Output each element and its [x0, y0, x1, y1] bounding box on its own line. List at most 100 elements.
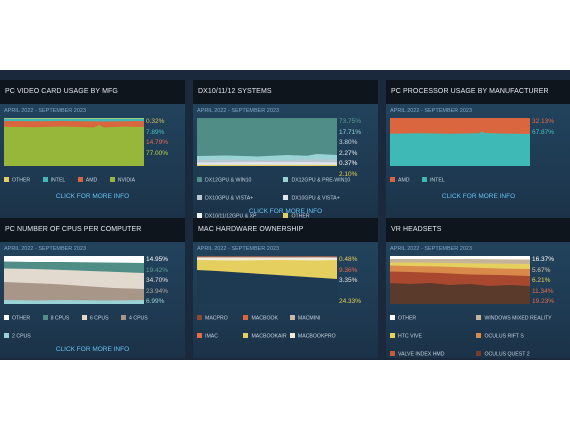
area-chart-dx[interactable] — [197, 118, 337, 166]
area-chart-cpu-count[interactable] — [4, 256, 144, 304]
panel-cpus-per-computer: PC NUMBER OF CPUS PER COMPUTER APRIL 202… — [0, 218, 185, 358]
area-chart-vr[interactable] — [390, 256, 530, 304]
area-dx-other — [197, 164, 337, 166]
panel-body: APRIL 2022 - SEPTEMBER 2023 16.37% 5.67%… — [386, 242, 570, 358]
value-windows-mixed-reality: 5.67% — [532, 266, 551, 274]
value-list: 32.13% 67.87% — [532, 117, 570, 138]
legend-item: INTEL — [421, 176, 445, 185]
panel-title: PC VIDEO CARD USAGE BY MFG — [0, 80, 185, 104]
panel-title: PC NUMBER OF CPUS PER COMPUTER — [0, 218, 185, 242]
legend-label: NVIDIA — [117, 177, 136, 183]
legend-label: MACBOOK — [251, 315, 278, 321]
legend-swatch — [197, 212, 202, 218]
value-dx12-win10: 73.75% — [339, 118, 362, 125]
value-list: 16.37% 5.67% 6.21% 11.34% 19.23% — [532, 255, 570, 308]
period-label: APRIL 2022 - SEPTEMBER 2023 — [197, 108, 280, 114]
period-label: APRIL 2022 - SEPTEMBER 2023 — [4, 246, 87, 252]
value-list: 73.75% 17.71% 3.80% 2.27% 0.37% 2.10% — [339, 117, 377, 180]
value-other: 0.32% — [146, 118, 165, 125]
panel-processor-usage: PC PROCESSOR USAGE BY MANUFACTURER APRIL… — [386, 80, 570, 220]
legend-label: 2 CPUS — [12, 333, 31, 339]
period-label: APRIL 2022 - SEPTEMBER 2023 — [390, 246, 473, 252]
legend-swatch — [289, 332, 295, 338]
legend-label: DX12GPU & PRE-WIN10 — [291, 177, 351, 183]
legend-item: 8 CPUS — [42, 314, 70, 323]
panel-title: PC PROCESSOR USAGE BY MANUFACTURER — [386, 80, 570, 104]
area-amd — [390, 118, 530, 134]
legend-swatch — [476, 314, 482, 320]
value-other: 14.95% — [146, 256, 169, 263]
value-macmini: 3.35% — [339, 277, 358, 284]
legend-item: WINDOWS MIXED REALITY — [476, 314, 556, 323]
more-info-link[interactable]: CLICK FOR MORE INFO — [55, 346, 130, 353]
legend-item: MACPRO — [197, 314, 239, 323]
area-chart-cpu[interactable] — [390, 118, 530, 166]
legend-swatch — [476, 332, 482, 338]
legend-swatch — [42, 314, 48, 320]
legend-item: MACBOOK — [243, 314, 285, 323]
value-macbookair: 24.33% — [339, 297, 362, 305]
steam-survey-dashboard: PC VIDEO CARD USAGE BY MFG APRIL 2022 - … — [0, 70, 570, 360]
legend-label: INTEL — [50, 177, 66, 183]
value-list: 14.95% 19.42% 34.70% 23.94% 6.99% — [146, 255, 184, 308]
legend-label: OTHER — [398, 315, 417, 321]
legend-item: IMAC — [197, 332, 239, 341]
value-macbook: 9.36% — [339, 266, 358, 274]
value-list: 0.32% 7.89% 14.79% 77.00% — [146, 117, 184, 159]
panel-body: APRIL 2022 - SEPTEMBER 2023 0.32% 7.89% … — [0, 104, 185, 220]
value-intel: 7.89% — [146, 128, 165, 136]
legend-swatch — [476, 350, 482, 356]
legend-label: 4 CPUS — [129, 315, 148, 321]
legend-swatch — [197, 176, 202, 182]
panel-body: APRIL 2022 - SEPTEMBER 2023 32.13% 67.87… — [386, 104, 570, 220]
value-4-cpus: 23.94% — [146, 287, 169, 295]
legend: OTHER INTEL AMD NVIDIA — [4, 168, 182, 186]
area-intel — [4, 118, 144, 122]
value-dx10-vista: 3.80% — [339, 139, 358, 146]
value-dx12-prewin10: 17.71% — [339, 128, 362, 136]
legend-label: OTHER — [12, 177, 31, 183]
panel-dx-systems: DX10/11/12 SYSTEMS APRIL 2022 - SEPTEMBE… — [193, 80, 378, 220]
legend-swatch — [390, 176, 395, 182]
legend-swatch — [390, 314, 395, 320]
legend-swatch — [390, 332, 395, 338]
value-amd: 32.13% — [532, 118, 555, 125]
legend-swatch — [283, 176, 289, 182]
panel-body: APRIL 2022 - SEPTEMBER 2023 73.75% 17.71… — [193, 104, 378, 220]
panel-body: APRIL 2022 - SEPTEMBER 2023 0.48% 9.36% … — [193, 242, 378, 358]
legend: DX12GPU & WIN10 DX12GPU & PRE-WIN10 DX10… — [197, 168, 375, 220]
legend-item: 2 CPUS — [4, 332, 31, 341]
legend-swatch — [197, 314, 202, 320]
area-macmini — [197, 256, 337, 258]
legend-label: WINDOWS MIXED REALITY — [484, 315, 552, 321]
more-info-link[interactable]: CLICK FOR MORE INFO — [441, 193, 516, 200]
area-chart-mac[interactable] — [197, 256, 337, 304]
area-imac — [197, 257, 337, 261]
panel-title: DX10/11/12 SYSTEMS — [193, 80, 378, 104]
legend-label: MACPRO — [205, 315, 228, 321]
legend-item: OTHER — [4, 314, 30, 323]
legend-swatch — [42, 176, 48, 182]
value-valve-index: 19.23% — [532, 298, 555, 305]
panel-body: APRIL 2022 - SEPTEMBER 2023 14.95% 19.42… — [0, 242, 185, 358]
panel-title: VR HEADSETS — [386, 218, 570, 242]
legend-item: VALVE INDEX HMD — [390, 350, 470, 359]
legend-label: INTEL — [429, 177, 445, 183]
legend-label: MACBOOKPRO — [297, 333, 336, 339]
panel-video-card-usage: PC VIDEO CARD USAGE BY MFG APRIL 2022 - … — [0, 80, 185, 220]
legend-swatch — [243, 332, 249, 338]
legend-label: VALVE INDEX HMD — [398, 351, 445, 357]
legend-swatch — [77, 176, 83, 182]
legend-label: DX12GPU & WIN10 — [205, 177, 252, 183]
legend-item: DX12GPU & PRE-WIN10 — [283, 176, 363, 185]
area-chart-video[interactable] — [4, 118, 144, 166]
legend-swatch — [4, 176, 9, 182]
more-info-link[interactable]: CLICK FOR MORE INFO — [55, 193, 130, 200]
legend-item: DX10/11/12GPU & XP — [197, 212, 277, 221]
legend-swatch — [81, 314, 87, 320]
more-info-link[interactable]: CLICK FOR MORE INFO — [248, 208, 323, 215]
legend-item: AMD — [390, 176, 410, 185]
legend-label: OCULUS RIFT S — [484, 333, 524, 339]
legend-item: OCULUS QUEST 2 — [476, 350, 556, 359]
legend-label: 8 CPUS — [50, 315, 70, 321]
